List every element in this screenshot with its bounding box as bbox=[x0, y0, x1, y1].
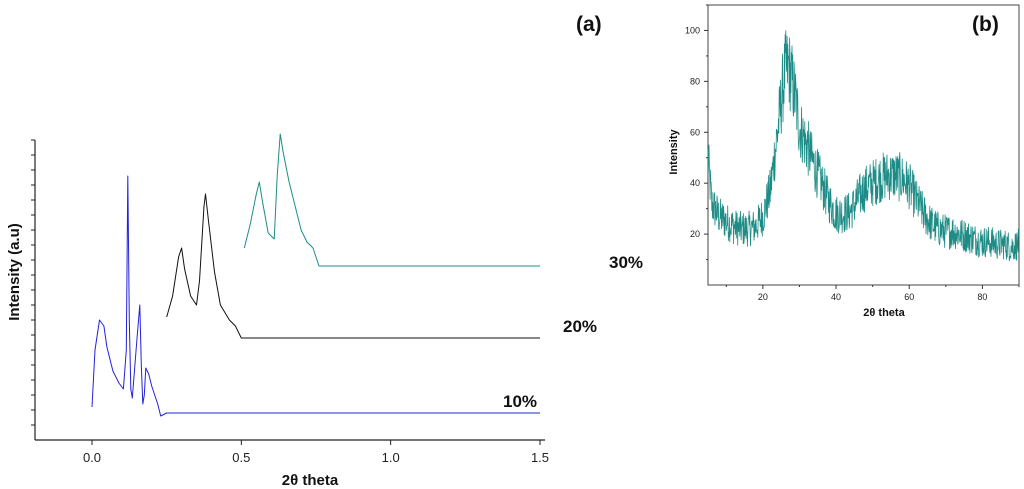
series-line-30pct bbox=[243, 133, 540, 267]
panel-a-series-lines bbox=[91, 133, 540, 417]
panel-b-x-tick-label: 60 bbox=[904, 292, 914, 302]
panel-b-series bbox=[707, 30, 1020, 262]
panel-b-ticks: 20 40 60 80 20 40 60 80 100 bbox=[685, 4, 1020, 302]
series-label-30pct: 30% bbox=[609, 253, 643, 272]
panel-a-x-tick-label: 1.5 bbox=[531, 450, 549, 465]
panel-b-y-tick-label: 40 bbox=[690, 178, 700, 188]
panel-b-x-tick-label: 80 bbox=[977, 292, 987, 302]
series-label-20pct: 20% bbox=[563, 317, 597, 336]
panel-b-label: (b) bbox=[972, 13, 999, 36]
panel-b-y-tick-label: 60 bbox=[690, 127, 700, 137]
panel-a-x-ticks: 0.0 0.5 1.0 1.5 bbox=[83, 440, 549, 465]
panel-b-frame bbox=[707, 4, 1020, 286]
series-line-diffractogram bbox=[707, 30, 1020, 262]
series-line-20pct bbox=[166, 193, 540, 339]
panel-b-y-tick-label: 100 bbox=[685, 25, 700, 35]
series-line-10pct bbox=[91, 175, 540, 417]
panel-a-label: (a) bbox=[576, 13, 602, 36]
chart-panel-a: 0.0 0.5 1.0 1.5 10% 20% 30% 2θ theta Intensit… bbox=[6, 13, 643, 489]
panel-a-series-labels: 10% 20% 30% bbox=[503, 253, 643, 411]
panel-a-x-tick-label: 0.5 bbox=[232, 450, 250, 465]
panel-a-y-label: Intensity (a.u) bbox=[6, 223, 23, 321]
panel-b-y-label: Intensity bbox=[668, 129, 680, 175]
panel-b-y-tick-label: 80 bbox=[690, 76, 700, 86]
panel-a-x-tick-label: 0.0 bbox=[83, 450, 101, 465]
panel-a-y-minor-ticks bbox=[31, 139, 35, 426]
panel-a-x-tick-label: 1.0 bbox=[382, 450, 400, 465]
panel-b-y-tick-label: 20 bbox=[690, 229, 700, 239]
panel-b-x-tick-label: 40 bbox=[831, 292, 841, 302]
series-label-10pct: 10% bbox=[503, 392, 537, 411]
panel-b-x-tick-label: 20 bbox=[758, 292, 768, 302]
panel-b-x-label: 2θ theta bbox=[863, 307, 905, 319]
chart-panel-b: 20 40 60 80 20 40 60 80 100 2θ theta Intensity (… bbox=[668, 4, 1020, 319]
panel-a-x-label: 2θ theta bbox=[282, 472, 339, 489]
